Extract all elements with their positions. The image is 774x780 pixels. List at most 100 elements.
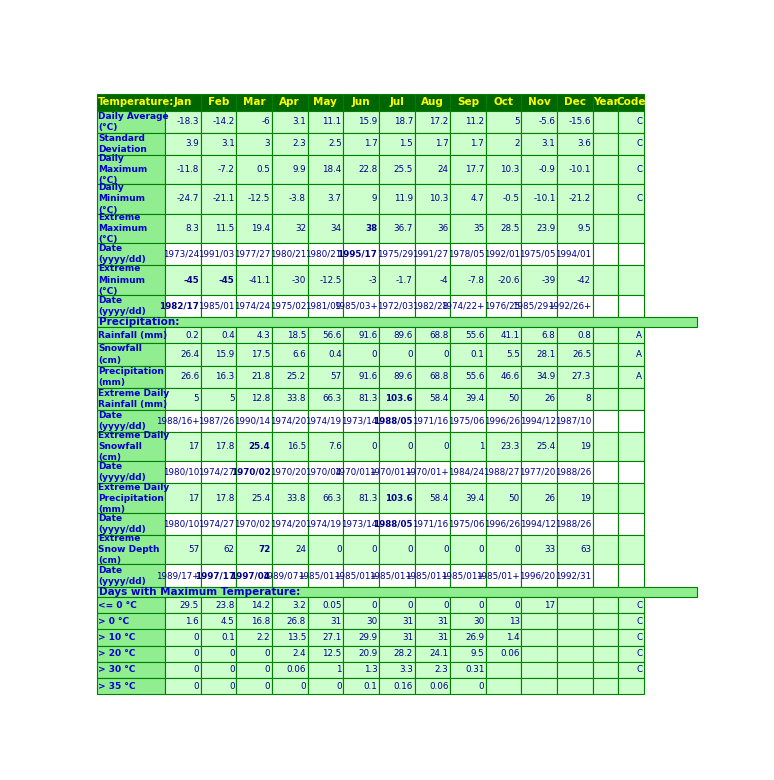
Text: 89.6: 89.6 [394, 331, 413, 340]
Bar [378, 265, 415, 295]
Text: 0: 0 [372, 601, 377, 609]
Bar [486, 327, 522, 343]
Text: 1994/12: 1994/12 [519, 519, 556, 529]
Text: 11.1: 11.1 [323, 117, 341, 126]
Bar [200, 214, 236, 243]
Bar [272, 535, 307, 565]
Text: 16.3: 16.3 [215, 372, 235, 381]
Bar [557, 265, 593, 295]
Bar [200, 94, 236, 111]
Text: 1973/24: 1973/24 [163, 250, 199, 259]
Text: 0.4: 0.4 [221, 331, 235, 340]
Bar [307, 535, 343, 565]
Text: 1970/01+: 1970/01+ [405, 468, 449, 477]
Text: 63: 63 [580, 545, 591, 555]
Bar [200, 513, 236, 535]
Bar [593, 133, 618, 154]
Bar [97, 587, 697, 597]
Bar [307, 343, 343, 366]
Bar [165, 94, 200, 111]
Text: Extreme
Minimum
(°C): Extreme Minimum (°C) [98, 264, 146, 296]
Bar [557, 343, 593, 366]
Bar [343, 94, 378, 111]
Text: 31: 31 [437, 633, 449, 642]
Text: 17.8: 17.8 [215, 494, 235, 502]
Text: 3.1: 3.1 [221, 139, 235, 148]
Text: 13.5: 13.5 [286, 633, 306, 642]
Bar [378, 295, 415, 317]
Text: C: C [636, 139, 642, 148]
Text: 1974/22+: 1974/22+ [441, 301, 485, 310]
Bar [200, 565, 236, 587]
Bar [272, 678, 307, 694]
Bar [415, 461, 450, 484]
Bar [272, 461, 307, 484]
Text: 1992/26+: 1992/26+ [548, 301, 591, 310]
Bar [343, 154, 378, 184]
Text: 0: 0 [443, 601, 449, 609]
Bar [450, 513, 486, 535]
Bar [522, 154, 557, 184]
Text: 0: 0 [443, 545, 449, 555]
Text: 1988/27: 1988/27 [484, 468, 520, 477]
Bar [343, 295, 378, 317]
Bar [343, 265, 378, 295]
Text: 1974/20: 1974/20 [270, 519, 306, 529]
Bar [165, 461, 200, 484]
Text: <= 0 °C: <= 0 °C [98, 601, 137, 609]
Bar [307, 410, 343, 432]
Bar [522, 484, 557, 513]
Text: 1975/06: 1975/06 [448, 417, 485, 425]
Bar [272, 243, 307, 265]
Bar [415, 432, 450, 461]
Bar [378, 484, 415, 513]
Bar [618, 94, 644, 111]
Text: Jun: Jun [351, 97, 370, 107]
Text: 57: 57 [188, 545, 199, 555]
Text: 1975/05: 1975/05 [519, 250, 556, 259]
Text: 1988/05: 1988/05 [373, 519, 413, 529]
Text: 0.16: 0.16 [394, 682, 413, 690]
Text: 1989/07+: 1989/07+ [262, 571, 306, 580]
Bar [307, 629, 343, 646]
Bar [236, 343, 272, 366]
Text: 4.3: 4.3 [257, 331, 270, 340]
Text: 0: 0 [194, 665, 199, 675]
Bar [593, 432, 618, 461]
Bar [272, 94, 307, 111]
Text: -0.5: -0.5 [503, 194, 520, 204]
Text: 1992/31: 1992/31 [555, 571, 591, 580]
Text: 9.5: 9.5 [471, 649, 485, 658]
Bar [486, 461, 522, 484]
Bar [200, 432, 236, 461]
Bar [307, 613, 343, 629]
Text: 1994/01: 1994/01 [555, 250, 591, 259]
Bar [522, 597, 557, 613]
Text: Date
(yyyy/dd): Date (yyyy/dd) [98, 244, 146, 264]
Text: C: C [636, 601, 642, 609]
Bar [450, 565, 486, 587]
Bar [378, 565, 415, 587]
Text: -6: -6 [262, 117, 270, 126]
Bar [307, 133, 343, 154]
Bar [415, 111, 450, 133]
Text: 0: 0 [372, 442, 377, 451]
Bar [236, 94, 272, 111]
Text: 26.5: 26.5 [572, 350, 591, 359]
Bar [522, 646, 557, 661]
Bar [378, 366, 415, 388]
Bar [486, 661, 522, 678]
Bar [165, 678, 200, 694]
Text: 3.3: 3.3 [399, 665, 413, 675]
Text: -1.7: -1.7 [396, 275, 413, 285]
Bar [593, 94, 618, 111]
Bar [200, 629, 236, 646]
Text: 0: 0 [443, 350, 449, 359]
Text: 1997/04: 1997/04 [231, 571, 270, 580]
Text: 1980/10: 1980/10 [163, 468, 199, 477]
Bar [378, 661, 415, 678]
Bar [378, 535, 415, 565]
Text: C: C [636, 649, 642, 658]
Bar [343, 629, 378, 646]
Bar [557, 629, 593, 646]
